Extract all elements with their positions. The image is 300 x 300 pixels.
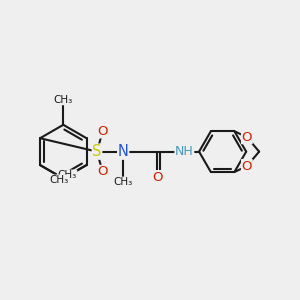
Text: CH₃: CH₃ [54,95,73,105]
Text: CH₃: CH₃ [58,170,77,180]
Text: O: O [97,125,108,138]
Text: S: S [92,144,102,159]
Text: N: N [118,144,129,159]
Text: O: O [242,160,252,172]
Text: NH: NH [175,145,194,158]
Text: O: O [97,165,108,178]
Text: O: O [242,130,252,144]
Text: CH₃: CH₃ [113,177,133,187]
Text: O: O [152,171,162,184]
Text: CH₃: CH₃ [50,175,69,185]
